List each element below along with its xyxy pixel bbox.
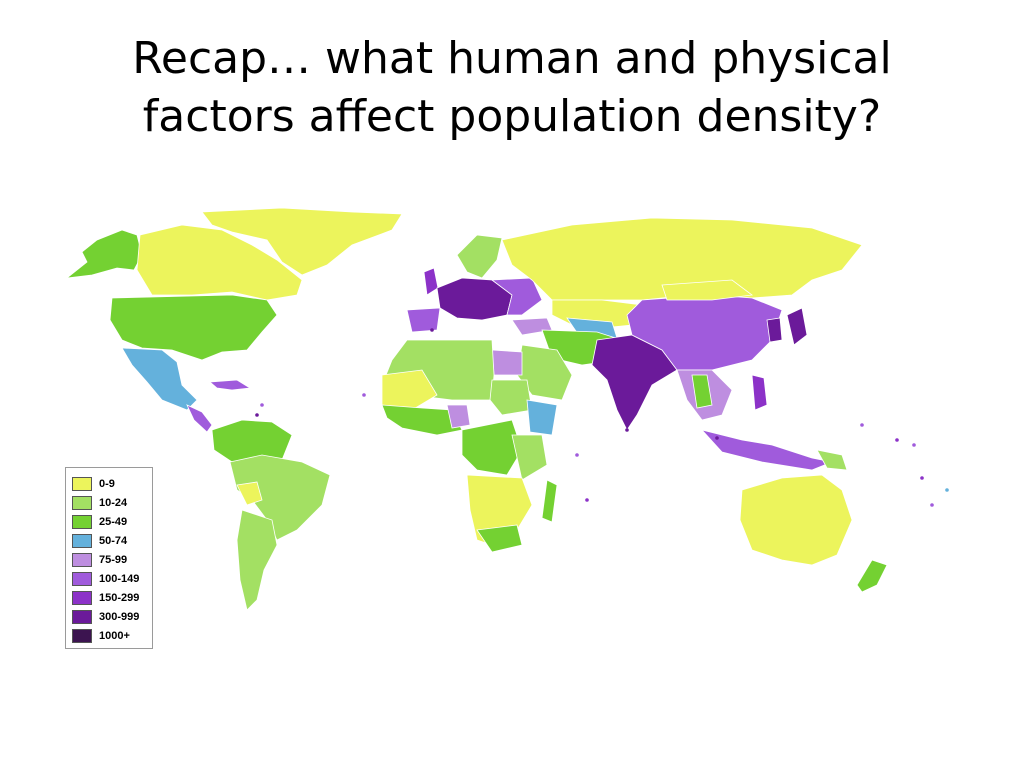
island-dot bbox=[575, 453, 579, 457]
region-sahara bbox=[381, 369, 438, 411]
region-central-africa bbox=[461, 419, 523, 476]
region-russia bbox=[501, 217, 863, 301]
region-greenland bbox=[201, 207, 403, 276]
legend-swatch bbox=[72, 609, 92, 624]
island-dot bbox=[260, 403, 264, 407]
island-dot bbox=[715, 436, 719, 440]
legend-item: 0-9 bbox=[72, 474, 152, 493]
region-china bbox=[626, 294, 783, 371]
island-dot bbox=[255, 413, 259, 417]
island-dot bbox=[945, 488, 949, 492]
legend-item: 100-149 bbox=[72, 569, 152, 588]
region-madagascar bbox=[541, 479, 558, 523]
legend-label: 10-24 bbox=[99, 496, 128, 509]
region-new-zealand bbox=[856, 559, 888, 593]
region-nigeria bbox=[446, 404, 471, 429]
island-dot bbox=[362, 393, 366, 397]
legend-label: 150-299 bbox=[99, 591, 140, 604]
legend-item: 10-24 bbox=[72, 493, 152, 512]
legend-label: 50-74 bbox=[99, 534, 128, 547]
region-southern-cone bbox=[236, 509, 278, 611]
region-korea bbox=[766, 317, 783, 343]
island-dot bbox=[912, 443, 916, 447]
region-uk bbox=[423, 267, 439, 296]
legend-item: 25-49 bbox=[72, 512, 152, 531]
legend-swatch bbox=[72, 590, 92, 605]
region-bolivia bbox=[236, 481, 263, 506]
region-sudan bbox=[489, 379, 533, 416]
region-iberia bbox=[406, 307, 441, 333]
legend-swatch bbox=[72, 533, 92, 548]
region-scandinavia bbox=[456, 234, 503, 279]
island-dot bbox=[430, 328, 434, 332]
region-south-africa bbox=[476, 524, 523, 553]
population-density-legend: 0-9 10-24 25-49 50-74 75-99 100-149 150-299 300… bbox=[65, 467, 153, 649]
legend-item: 300-999 bbox=[72, 607, 152, 626]
region-japan bbox=[786, 307, 808, 346]
legend-label: 1000+ bbox=[99, 629, 130, 642]
region-canada bbox=[136, 224, 303, 301]
island-dot bbox=[930, 503, 934, 507]
legend-item: 150-299 bbox=[72, 588, 152, 607]
slide-title-line-1: Recap… what human and physical bbox=[132, 33, 892, 84]
legend-label: 100-149 bbox=[99, 572, 140, 585]
region-alaska bbox=[65, 229, 143, 279]
island-dot bbox=[625, 428, 629, 432]
region-east-africa bbox=[511, 434, 548, 481]
region-central-america bbox=[186, 404, 213, 433]
region-egypt bbox=[491, 349, 523, 376]
legend-swatch bbox=[72, 628, 92, 643]
slide-title-line-2: factors affect population density? bbox=[142, 91, 882, 142]
world-population-density-map bbox=[65, 207, 949, 611]
island-dot bbox=[860, 423, 864, 427]
slide-title: Recap… what human and physical factors a… bbox=[0, 30, 1024, 146]
region-ethiopia bbox=[526, 399, 558, 436]
legend-item: 75-99 bbox=[72, 550, 152, 569]
legend-swatch bbox=[72, 476, 92, 491]
region-mexico bbox=[121, 347, 198, 411]
region-usa bbox=[109, 294, 278, 361]
region-indonesia bbox=[700, 429, 834, 471]
region-west-africa bbox=[381, 404, 463, 436]
region-mongolia bbox=[661, 279, 754, 301]
island-dot bbox=[920, 476, 924, 480]
legend-swatch bbox=[72, 552, 92, 567]
legend-item: 50-74 bbox=[72, 531, 152, 550]
legend-swatch bbox=[72, 495, 92, 510]
legend-label: 0-9 bbox=[99, 477, 115, 490]
legend-swatch bbox=[72, 514, 92, 529]
region-myanmar-laos bbox=[691, 374, 713, 409]
region-caribbean bbox=[209, 379, 252, 391]
island-dot bbox=[895, 438, 899, 442]
region-papua-new-guinea bbox=[816, 449, 848, 471]
legend-label: 25-49 bbox=[99, 515, 128, 528]
island-dot bbox=[585, 498, 589, 502]
legend-item: 1000+ bbox=[72, 626, 152, 645]
region-australia bbox=[739, 474, 853, 566]
legend-label: 75-99 bbox=[99, 553, 128, 566]
legend-swatch bbox=[72, 571, 92, 586]
legend-label: 300-999 bbox=[99, 610, 140, 623]
region-philippines bbox=[751, 374, 768, 411]
